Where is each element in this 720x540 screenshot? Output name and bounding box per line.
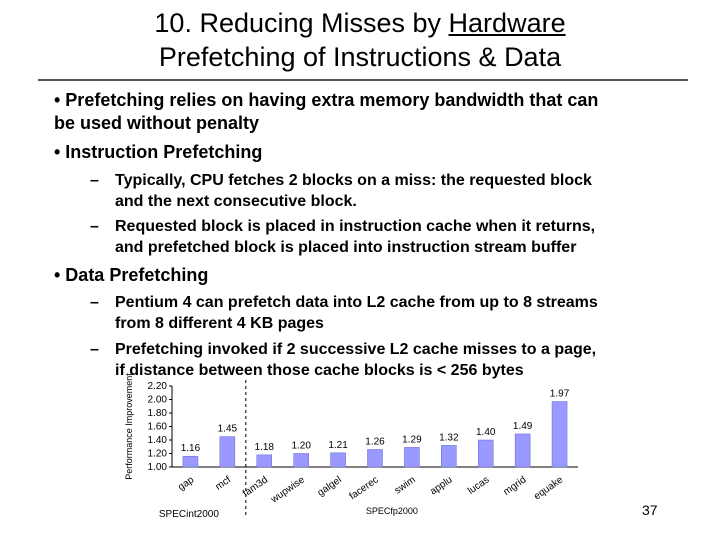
bullet-data-prefetching: • Data Prefetching	[54, 265, 209, 285]
group-label-int: SPECint2000	[159, 509, 219, 520]
y-tick-label: 1.20	[148, 449, 168, 460]
bar-value-label: 1.45	[218, 424, 238, 435]
bar-value-label: 1.40	[476, 427, 496, 438]
y-tick-label: 1.60	[148, 422, 168, 433]
y-tick-label: 1.80	[148, 408, 168, 419]
dash-marker: –	[90, 341, 99, 358]
title-line2: Prefetching of Instructions & Data	[158, 42, 562, 72]
slide-title: 10. Reducing Misses by Hardware Prefetch…	[0, 6, 720, 74]
y-tick-label: 2.20	[148, 381, 168, 392]
bar-value-label: 1.32	[439, 432, 459, 443]
x-category-label: applu	[428, 474, 454, 497]
y-axis-label: Performance Improvement	[124, 373, 134, 480]
bar	[367, 449, 383, 468]
y-tick-label: 1.40	[148, 435, 168, 446]
sub-bullet-text: Pentium 4 can prefetch data into L2 cach…	[115, 294, 598, 311]
bar	[477, 439, 494, 468]
bar-value-label: 1.21	[328, 440, 348, 451]
bar-value-label: 1.16	[181, 443, 201, 454]
bar-value-label: 1.49	[513, 421, 533, 432]
sub-bullet-invoked: – Prefetching invoked if 2 successive L2…	[90, 339, 670, 381]
bullet-bandwidth-line2: be used without penalty	[54, 113, 260, 133]
sub-bullet-text: Typically, CPU fetches 2 blocks on a mis…	[115, 172, 592, 189]
sub-bullet-text: Prefetching invoked if 2 successive L2 c…	[115, 341, 597, 358]
bar	[293, 453, 309, 468]
bar	[441, 445, 457, 468]
dash-marker: –	[90, 172, 99, 189]
y-tick-label: 2.00	[148, 395, 168, 406]
dash-marker: –	[90, 294, 99, 311]
bar	[404, 447, 420, 468]
sub-bullet-pentium4: – Pentium 4 can prefetch data into L2 ca…	[90, 292, 670, 334]
bar	[330, 452, 346, 468]
sub-bullet-text: and prefetched block is placed into inst…	[115, 239, 577, 256]
x-category-label: gap	[176, 474, 196, 493]
x-category-label: galgel	[316, 474, 344, 498]
sub-bullet-text: Requested block is placed in instruction…	[115, 218, 596, 235]
bar-value-label: 1.18	[255, 442, 275, 453]
bar	[256, 454, 273, 468]
slide-number: 37	[642, 502, 658, 518]
sub-bullet-text: and the next consecutive block.	[115, 193, 357, 210]
x-category-label: swim	[393, 474, 418, 496]
sub-bullet-two-blocks: – Typically, CPU fetches 2 blocks on a m…	[90, 170, 670, 212]
sub-bullet-stream-buffer: – Requested block is placed in instructi…	[90, 216, 670, 258]
performance-chart: Performance Improvement 2.20 2.00 1.80 1.60 1…	[118, 360, 598, 520]
x-category-label: mgrid	[502, 474, 529, 497]
bullet-bandwidth-line1: • Prefetching relies on having extra mem…	[54, 90, 599, 110]
bar-value-label: 1.97	[550, 389, 570, 400]
bar-value-label: 1.29	[402, 434, 422, 445]
bar-value-label: 1.26	[365, 436, 385, 447]
sub-bullet-text: if distance between those cache blocks i…	[115, 362, 524, 379]
dash-marker: –	[90, 218, 99, 235]
x-category-label: equake	[532, 474, 566, 502]
bar-value-label: 1.20	[291, 441, 311, 452]
title-underlined-word: Hardware	[448, 8, 566, 38]
x-category-label: lucas	[466, 474, 491, 496]
bar	[219, 436, 236, 468]
bar	[514, 433, 531, 468]
x-category-label: fam3d	[241, 474, 270, 499]
chart-svg: Performance Improvement 2.20 2.00 1.80 1.60 1…	[124, 373, 578, 520]
x-category-label: wupwise	[268, 474, 307, 506]
sub-bullet-text: from 8 different 4 KB pages	[115, 315, 324, 332]
title-divider	[38, 79, 688, 81]
bar	[182, 455, 199, 468]
title-line1: 10. Reducing Misses by	[154, 8, 449, 38]
group-label-fp: SPECfp2000	[366, 506, 418, 516]
x-category-label: facerec	[348, 474, 381, 502]
y-tick-label: 1.00	[148, 462, 168, 473]
bar	[551, 401, 568, 468]
x-category-label: mcf	[214, 474, 234, 492]
bullet-instruction-prefetching: • Instruction Prefetching	[54, 142, 263, 162]
